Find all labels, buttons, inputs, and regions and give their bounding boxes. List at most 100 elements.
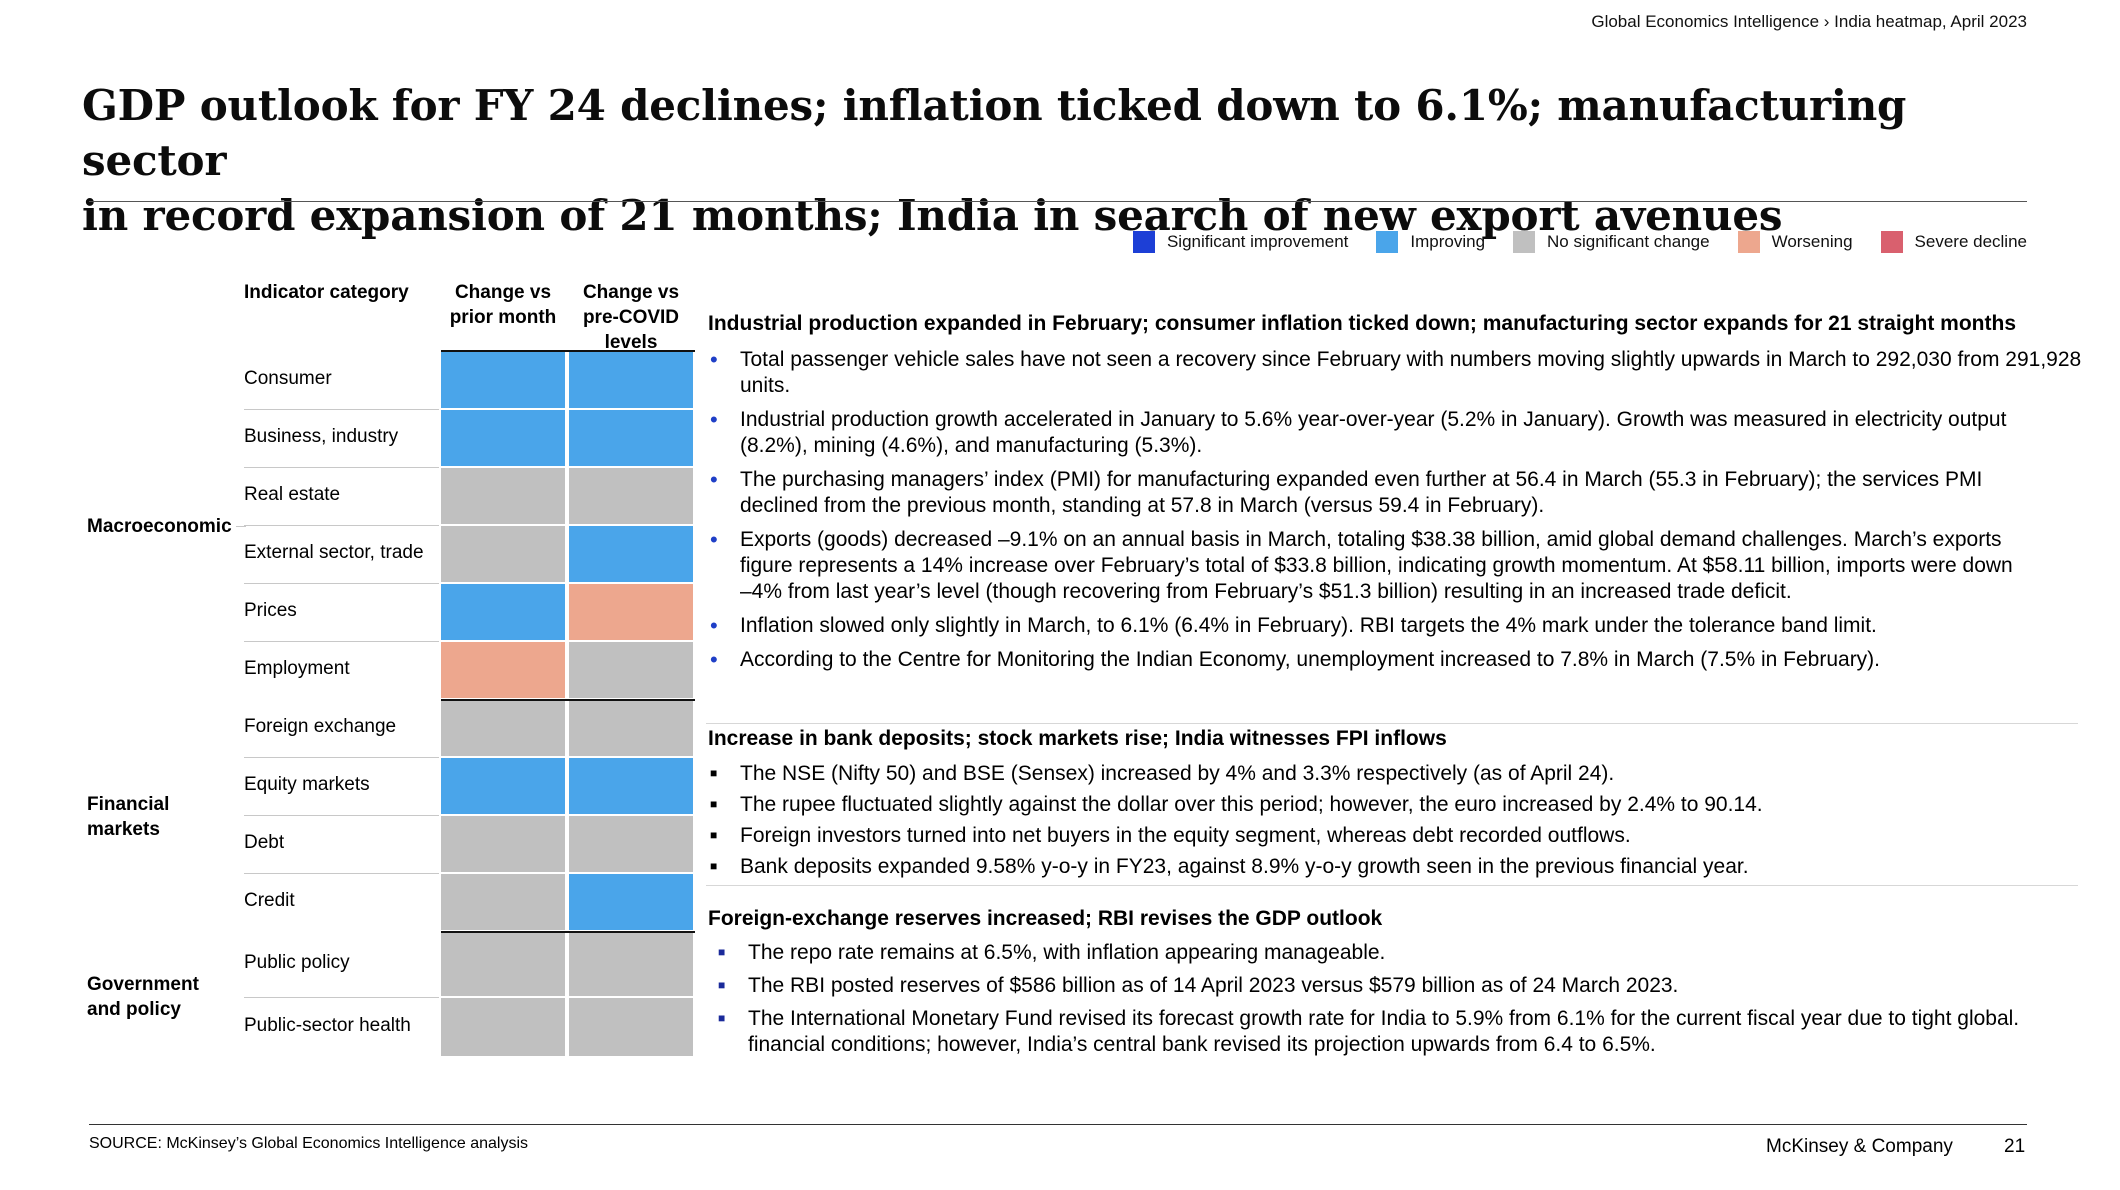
heat-cell-prior-month bbox=[441, 816, 565, 872]
legend-item-improving: Improving bbox=[1376, 231, 1485, 253]
legend-label: No significant change bbox=[1547, 232, 1710, 251]
legend-label: Significant improvement bbox=[1166, 232, 1349, 251]
row-separator bbox=[244, 409, 439, 410]
bullet-text: The NSE (Nifty 50) and BSE (Sensex) incr… bbox=[740, 762, 1615, 785]
bullet-dot-icon: • bbox=[710, 613, 718, 638]
group-divider bbox=[441, 931, 695, 933]
group-divider bbox=[441, 350, 695, 352]
heat-cell-pre-covid bbox=[569, 352, 693, 408]
bullet-text: Exports (goods) decreased –9.1% on an an… bbox=[740, 528, 2002, 551]
bullet-text: Industrial production growth accelerated… bbox=[740, 408, 2007, 431]
heat-cell-prior-month bbox=[441, 758, 565, 814]
row-label-real-estate: Real estate bbox=[244, 484, 341, 505]
page-title-line-1: GDP outlook for FY 24 declines; inflatio… bbox=[82, 81, 1907, 185]
group-line: markets bbox=[87, 819, 160, 840]
bullet-square-icon: ■ bbox=[718, 1011, 726, 1025]
legend-item-worsening: Worsening bbox=[1737, 231, 1853, 253]
list-item: • Total passenger vehicle sales have not… bbox=[708, 347, 2108, 399]
heat-cell-pre-covid bbox=[569, 584, 693, 640]
row-separator bbox=[244, 873, 439, 874]
heat-cell-prior-month bbox=[441, 584, 565, 640]
heat-cell-prior-month bbox=[441, 468, 565, 524]
list-item: • Industrial production growth accelerat… bbox=[708, 407, 2108, 459]
heat-cell-pre-covid bbox=[569, 642, 693, 698]
group-line: and policy bbox=[87, 999, 181, 1020]
legend-label: Severe decline bbox=[1914, 232, 2027, 251]
page-title: GDP outlook for FY 24 declines; inflatio… bbox=[82, 78, 2042, 243]
list-item: • Inflation slowed only slightly in Marc… bbox=[708, 613, 2108, 639]
heat-cell-pre-covid bbox=[569, 526, 693, 582]
bullet-text: units. bbox=[740, 374, 791, 397]
header-line: pre-COVID bbox=[582, 307, 680, 328]
row-separator bbox=[244, 815, 439, 816]
row-label-credit: Credit bbox=[244, 890, 295, 911]
heat-cell-prior-month bbox=[441, 642, 565, 698]
row-label-public-sector-health: Public-sector health bbox=[244, 1015, 411, 1036]
company-name: McKinsey & Company bbox=[1766, 1136, 1953, 1157]
header-change-pre-covid: Change vs pre-COVID levels bbox=[568, 280, 694, 355]
bullet-text: The purchasing managers’ index (PMI) for… bbox=[740, 468, 1983, 491]
row-label-external-sector-trade: External sector, trade bbox=[244, 542, 424, 563]
group-financial-markets: Financial markets bbox=[87, 792, 169, 842]
section-heading-financial: Increase in bank deposits; stock markets… bbox=[708, 727, 1447, 750]
bullet-text: (8.2%), mining (4.6%), and manufacturing… bbox=[740, 434, 1203, 457]
heat-cell-pre-covid bbox=[569, 410, 693, 466]
bullet-square-icon: ■ bbox=[710, 828, 718, 842]
row-separator bbox=[244, 641, 439, 642]
bullet-square-icon: ■ bbox=[710, 766, 718, 780]
bullet-text: Bank deposits expanded 9.58% y-o-y in FY… bbox=[740, 855, 1749, 878]
list-item: ■ The repo rate remains at 6.5%, with inf… bbox=[716, 940, 2106, 966]
page-number: 21 bbox=[2004, 1136, 2026, 1157]
bullet-text: According to the Centre for Monitoring t… bbox=[740, 648, 1881, 671]
list-item: ■ The rupee fluctuated slightly against t… bbox=[708, 792, 2108, 818]
bullet-dot-icon: • bbox=[710, 407, 718, 432]
legend-item-significant-improvement: Significant improvement bbox=[1132, 231, 1349, 253]
row-label-foreign-exchange: Foreign exchange bbox=[244, 716, 397, 737]
section-divider bbox=[706, 723, 2078, 724]
row-label-business-industry: Business, industry bbox=[244, 426, 399, 447]
bullet-text: Total passenger vehicle sales have not s… bbox=[740, 348, 2082, 371]
list-item: ■ The RBI posted reserves of $586 billion… bbox=[716, 973, 2106, 999]
heat-cell-pre-covid bbox=[569, 874, 693, 930]
legend-swatch bbox=[1376, 231, 1399, 253]
header-line: Change vs bbox=[582, 282, 680, 303]
group-line: Financial bbox=[87, 794, 170, 815]
bullet-text: The RBI posted reserves of $586 billion … bbox=[748, 974, 1679, 997]
group-government-policy: Government and policy bbox=[87, 972, 199, 1022]
heat-cell-pre-covid bbox=[569, 998, 693, 1056]
title-divider bbox=[89, 201, 2027, 202]
heat-cell-prior-month bbox=[441, 410, 565, 466]
list-item: • The purchasing managers’ index (PMI) f… bbox=[708, 467, 2108, 519]
section-divider bbox=[706, 885, 2078, 886]
source-note: SOURCE: McKinsey’s Global Economics Inte… bbox=[89, 1135, 528, 1152]
row-separator bbox=[244, 525, 439, 526]
page-title-line-2: in record expansion of 21 months; India … bbox=[82, 191, 1783, 240]
row-label-public-policy: Public policy bbox=[244, 952, 350, 973]
heat-cell-pre-covid bbox=[569, 700, 693, 756]
heat-cell-prior-month bbox=[441, 700, 565, 756]
header-line: levels bbox=[604, 332, 658, 353]
bullet-text: Inflation slowed only slightly in March,… bbox=[740, 614, 1877, 637]
header-line: Change vs bbox=[454, 282, 552, 303]
heat-cell-pre-covid bbox=[569, 816, 693, 872]
legend-swatch bbox=[1513, 231, 1536, 253]
row-label-employment: Employment bbox=[244, 658, 350, 679]
group-connector bbox=[236, 526, 246, 527]
heat-cell-prior-month bbox=[441, 932, 565, 996]
bullet-text: financial conditions; however, India’s c… bbox=[748, 1033, 1656, 1056]
list-item: ■ The International Monetary Fund revised… bbox=[716, 1006, 2106, 1058]
legend-item-severe-decline: Severe decline bbox=[1880, 231, 2027, 253]
bullet-square-icon: ■ bbox=[718, 945, 726, 959]
group-macroeconomic: Macroeconomic bbox=[87, 516, 232, 537]
bullet-text: Foreign investors turned into net buyers… bbox=[740, 824, 1631, 847]
breadcrumb: Global Economics Intelligence › India he… bbox=[1591, 12, 2027, 31]
section-heading-macro: Industrial production expanded in Februa… bbox=[708, 312, 2016, 335]
legend-label: Worsening bbox=[1771, 232, 1853, 251]
heat-cell-prior-month bbox=[441, 874, 565, 930]
bullet-text: The rupee fluctuated slightly against th… bbox=[740, 793, 1763, 816]
bullet-text: The repo rate remains at 6.5%, with infl… bbox=[748, 941, 1386, 964]
legend-swatch bbox=[1132, 231, 1155, 253]
header-change-prior-month: Change vs prior month bbox=[440, 280, 566, 330]
legend-label: Improving bbox=[1410, 232, 1486, 251]
list-item: ■ Foreign investors turned into net buyer… bbox=[708, 823, 2108, 849]
